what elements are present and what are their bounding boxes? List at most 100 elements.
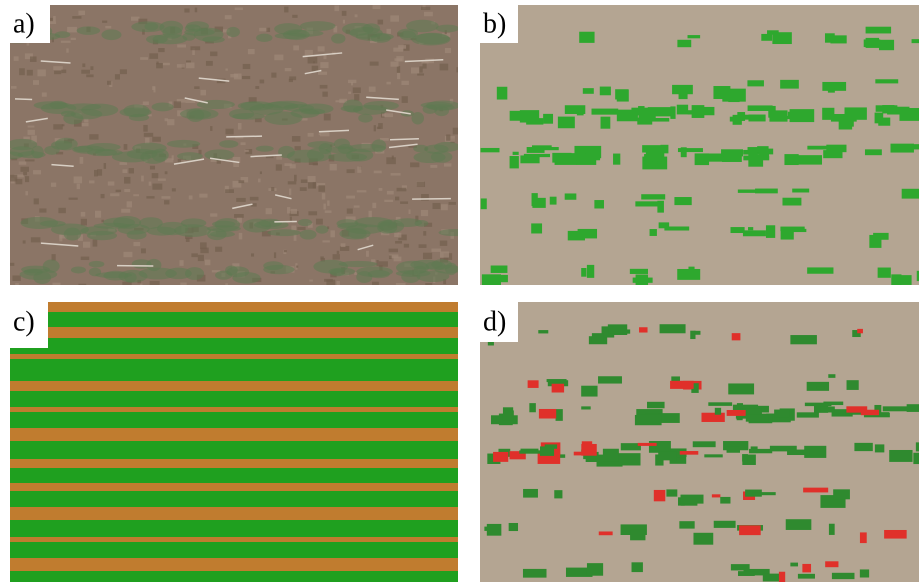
texture — [133, 242, 140, 246]
texture — [308, 57, 318, 63]
texture — [425, 283, 432, 285]
vegetation — [731, 227, 745, 233]
vegetation — [766, 225, 775, 238]
vegetation — [679, 521, 694, 528]
texture — [61, 70, 66, 74]
texture — [62, 124, 65, 126]
texture — [180, 283, 186, 288]
vegetation — [406, 20, 439, 32]
vegetation — [875, 444, 884, 452]
texture — [289, 189, 291, 196]
vegetation — [830, 35, 846, 43]
texture — [300, 187, 307, 191]
vegetation — [866, 27, 892, 34]
texture — [225, 129, 233, 135]
texture — [373, 5, 381, 9]
texture — [374, 125, 376, 131]
texture — [163, 63, 170, 65]
vegetation — [748, 227, 753, 230]
texture — [378, 20, 384, 25]
panel-b — [480, 5, 919, 287]
vegetation — [798, 574, 815, 579]
texture — [430, 165, 437, 168]
texture — [382, 114, 386, 117]
texture — [441, 204, 448, 210]
vegetation — [615, 89, 628, 99]
vegetation — [822, 108, 834, 120]
vegetation — [639, 327, 647, 332]
texture — [266, 28, 270, 32]
vegetation — [187, 109, 205, 122]
vegetation — [31, 146, 43, 159]
vegetation — [792, 229, 806, 232]
texture — [52, 283, 60, 288]
texture — [423, 231, 426, 236]
vegetation — [807, 267, 833, 273]
texture — [445, 48, 451, 53]
texture — [449, 202, 456, 205]
texture — [158, 48, 164, 52]
texture — [354, 94, 359, 101]
row-stripe — [10, 571, 458, 582]
vegetation — [89, 261, 105, 268]
vegetation — [907, 404, 919, 412]
vegetation — [587, 563, 603, 576]
texture — [11, 86, 17, 89]
vegetation — [883, 406, 909, 411]
vegetation — [543, 114, 553, 124]
vegetation — [554, 490, 562, 498]
vegetation — [828, 88, 835, 92]
texture — [102, 21, 107, 23]
vegetation — [913, 453, 919, 464]
texture — [390, 15, 399, 21]
texture — [390, 62, 398, 67]
vegetation — [660, 324, 686, 333]
vegetation — [638, 443, 657, 446]
vegetation — [861, 410, 879, 415]
texture — [10, 263, 14, 266]
vegetation — [539, 409, 556, 419]
vegetation — [728, 383, 754, 394]
texture — [146, 196, 154, 198]
texture — [410, 162, 419, 167]
vegetation — [889, 450, 912, 462]
texture — [71, 38, 76, 40]
texture — [131, 17, 140, 21]
vegetation — [411, 112, 424, 124]
vegetation — [677, 105, 688, 115]
vegetation — [632, 562, 643, 572]
texture — [357, 190, 367, 192]
texture — [28, 126, 35, 128]
texture — [389, 249, 398, 253]
vegetation — [439, 229, 472, 236]
vegetation — [287, 150, 324, 163]
texture — [152, 184, 162, 190]
texture — [74, 176, 82, 183]
texture — [25, 159, 34, 161]
texture — [167, 119, 174, 125]
vegetation — [779, 572, 785, 582]
texture — [205, 260, 211, 266]
texture — [115, 74, 120, 79]
texture — [225, 283, 228, 287]
vegetation — [608, 329, 630, 333]
vegetation — [688, 110, 699, 114]
vegetation — [550, 197, 557, 205]
texture — [456, 67, 463, 72]
vegetation — [731, 564, 750, 570]
texture — [124, 144, 128, 150]
texture — [313, 163, 318, 165]
texture — [90, 66, 93, 70]
vegetation — [728, 89, 739, 102]
texture — [12, 275, 20, 281]
vegetation — [693, 441, 716, 447]
texture — [186, 60, 191, 62]
texture — [404, 244, 409, 248]
texture — [69, 198, 78, 200]
texture — [395, 197, 399, 201]
texture — [384, 200, 393, 202]
texture — [337, 251, 339, 254]
vegetation — [377, 220, 396, 230]
texture — [411, 67, 419, 73]
texture — [164, 200, 169, 204]
